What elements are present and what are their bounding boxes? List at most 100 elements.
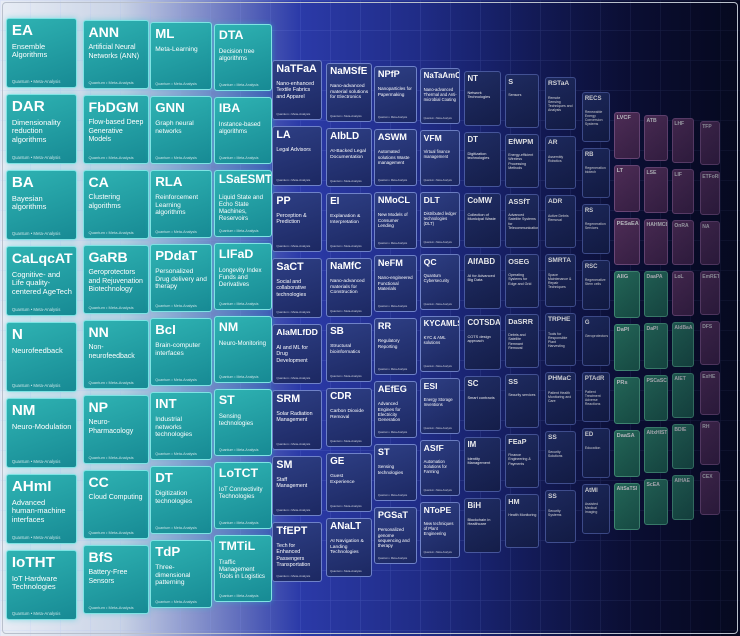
tech-tile: AEfEG Advanced Engines for Electricity Ge… [374, 381, 417, 438]
tile-abbreviation: ASSfT [508, 197, 531, 207]
tile-footer: Quantum • Meta-Analysis [218, 374, 259, 379]
tile-name: Energy-efficient Wireless Processing Met… [508, 153, 534, 170]
tech-tile: RLA Reinforcement Learning algorithms Quan… [150, 170, 212, 238]
tile-abbreviation: AHmI [11, 478, 52, 496]
tile-name: Industrial networks technologies [155, 416, 193, 439]
tech-tile: NaTaAmC Nano-advanced Thermal and Anti-mi… [420, 68, 460, 124]
tech-tile: AItSaTSI [614, 483, 640, 530]
tile-abbreviation: LVCF [616, 114, 631, 121]
tile-footer: Quantum • Meta-Analysis [377, 368, 408, 372]
tech-tile: DFS [700, 321, 720, 365]
tile-name: Brain-computer interfaces [155, 342, 201, 357]
tile-name: Digitization technologies [155, 490, 193, 505]
tile-abbreviation: AIdBaA [674, 324, 693, 331]
tech-tile: PGSaT Personalized genome sequencing and … [374, 507, 417, 564]
tile-abbreviation: CA [88, 174, 109, 191]
tech-tile: AR Assembly Robotics [545, 136, 576, 189]
tile-footer: Quantum • Meta-Analysis [155, 155, 197, 160]
tile-abbreviation: CEX [702, 473, 713, 480]
tech-tile: ADR Active Debris Removal [545, 195, 576, 248]
tech-tile: LSaESMT Liquid State and Echo State Machi… [214, 170, 272, 237]
tile-footer: Quantum • Meta-Analysis [377, 494, 408, 498]
tech-tile: AIbLD AI-Backed Legal Documentation Quantu… [326, 128, 372, 187]
tile-name: Nano-advanced Thermal and Anti-microbial… [423, 87, 457, 102]
tile-abbreviation: DFS [702, 323, 713, 330]
tech-tile: DLT Distributed ledger technologies (DLT)… [420, 192, 460, 248]
tile-name: New Models of Consumer Lending [377, 212, 408, 228]
tech-tile: NP Neuro-Pharmacology Quantum • Meta-Analy… [83, 395, 149, 464]
tile-name: Advanced Satellite Systems for Telecommu… [508, 213, 539, 230]
tile-abbreviation: DT [155, 469, 173, 485]
tile-name: Three-dimensional patterning [155, 564, 191, 587]
tile-footer: Quantum • Meta-Analysis [276, 442, 311, 447]
tile-name: Ensemble Algorithms [11, 41, 48, 60]
tile-name: Nano-advanced materials for Construction [330, 279, 365, 296]
tech-tile: AIET [672, 373, 694, 418]
tile-name: Longevity Index Funds and Derivatives [218, 266, 262, 288]
tech-tile: TfEPT Tech for Enhanced Passengers Transp… [272, 522, 322, 582]
tile-abbreviation: ScEA [646, 481, 660, 488]
tile-name: Nanoparticles for Papermaking [377, 86, 412, 97]
tech-tile: GNN Graph neural networks Quantum • Meta-A… [150, 96, 212, 164]
tile-name: Security Systems [548, 509, 562, 518]
tech-tile: DaSRR Debris and Satellite Remnant Remova… [505, 314, 539, 368]
tile-footer: Quantum • Meta-Analysis [330, 504, 362, 509]
tile-name: Automation Solutions for Farming [423, 459, 447, 474]
tech-tile: ExHE [700, 371, 720, 415]
tile-footer: Quantum • Meta-Analysis [11, 382, 61, 388]
tech-tile: DAR Dimensionality reduction algorithms Qu… [6, 94, 77, 164]
tile-abbreviation: OnRA [674, 222, 689, 229]
tile-abbreviation: GaRB [88, 249, 128, 266]
tech-tile: HAHMCB [644, 219, 668, 265]
tile-abbreviation: RH [702, 423, 710, 430]
tile-footer: Quantum • Meta-Analysis [88, 604, 134, 610]
tile-footer: Quantum • Meta-Analysis [276, 574, 311, 579]
tile-footer: Quantum • Meta-Analysis [11, 230, 61, 236]
tech-tile: DaPI [614, 324, 640, 371]
tile-footer: Quantum • Meta-Analysis [218, 155, 259, 160]
tile-name: Instance-based algorithms [218, 120, 261, 135]
tile-abbreviation: NPfP [377, 69, 400, 80]
tile-abbreviation: CDR [330, 391, 352, 403]
tile-name: Assisted Medical Imaging [584, 502, 599, 515]
tile-abbreviation: NaMSfE [330, 66, 368, 78]
tech-tile: BcI Brain-computer interfaces Quantum • Me… [150, 318, 212, 386]
tech-tile: TFP [700, 121, 720, 165]
tile-abbreviation: DaPI [616, 326, 630, 333]
tile-name: Geroprotectors and Rejuvenation Biotechn… [88, 269, 143, 293]
tech-tile: DTA Decision tree algorithms Quantum • Met… [214, 24, 272, 91]
tile-abbreviation: AIaMLfDD [276, 327, 318, 338]
tech-tile: RH [700, 421, 720, 465]
tile-abbreviation: FEaP [508, 437, 527, 447]
tech-tile: N Neurofeedback Quantum • Meta-Analysis [6, 322, 77, 392]
tile-abbreviation: BfS [88, 549, 113, 566]
tile-name: Neurofeedback [11, 345, 63, 355]
tile-abbreviation: GE [330, 456, 345, 468]
tile-abbreviation: TFP [702, 123, 712, 130]
tile-abbreviation: ANaLT [330, 521, 362, 533]
tech-tile: COTSDA COTS design approach [464, 315, 501, 370]
tech-tile: CA Clustering algorithms Quantum • Meta-An… [83, 170, 149, 239]
tile-abbreviation: ASWM [377, 132, 407, 143]
tile-name: Cognitive- and Life quality-centered Age… [11, 269, 72, 297]
tile-footer: Quantum • Meta-Analysis [377, 116, 408, 120]
tile-abbreviation: NM [218, 319, 239, 334]
tile-abbreviation: IoTHT [11, 554, 55, 572]
tile-name: Sensing technologies [218, 412, 254, 427]
tile-abbreviation: ASfF [423, 443, 444, 454]
tile-abbreviation: DLT [423, 195, 440, 206]
tile-name: Debris and Satellite Remnant Removal [508, 333, 526, 350]
tile-footer: Quantum • Meta-Analysis [155, 525, 197, 530]
tile-abbreviation: HM [508, 497, 520, 507]
tile-name: Neuro-Monitoring [218, 339, 266, 347]
tile-name: Nano-enhanced Textile Fabrics and Appare… [276, 81, 315, 100]
tile-abbreviation: SaCT [276, 261, 304, 274]
tile-abbreviation: NaTaAmC [423, 71, 460, 81]
tech-tile: PDdaT Personalized Drug delivery and ther… [150, 244, 212, 312]
tech-tile: TMTiL Traffic Management Tools in Logisti… [214, 535, 272, 602]
tech-tile: INT Industrial networks technologies Quant… [150, 392, 212, 460]
tile-abbreviation: NA [702, 223, 710, 230]
tile-footer: Quantum • Meta-Analysis [11, 534, 61, 540]
tech-tile: LoTCT IoT Connectivity Technologies Quantu… [214, 462, 272, 529]
tile-footer: Quantum • Meta-Analysis [330, 114, 362, 119]
